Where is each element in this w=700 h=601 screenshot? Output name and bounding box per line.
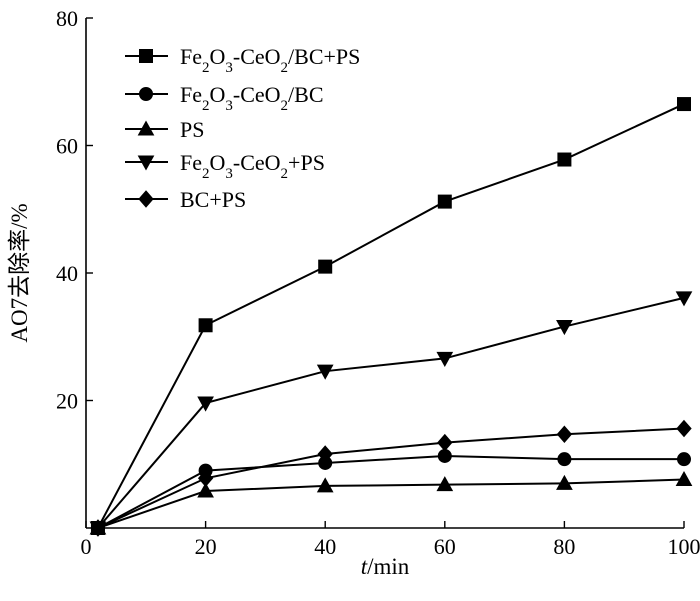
data-point [316, 364, 334, 380]
series-line [97, 103, 685, 529]
data-point [198, 318, 213, 333]
legend-label: Fe2O3-CeO2+PS [180, 150, 325, 182]
data-point [318, 259, 333, 274]
legend-item: Fe2O3-CeO2/BC+PS [125, 44, 360, 76]
data-point [675, 471, 693, 487]
series-3 [89, 471, 693, 535]
series-line [97, 427, 685, 529]
x-tick-label: 80 [553, 534, 575, 559]
data-point [90, 519, 106, 537]
data-point [316, 477, 334, 493]
y-axis-title: AO7去除率/% [7, 203, 32, 342]
x-tick-label: 60 [434, 534, 456, 559]
series-layer [89, 97, 693, 537]
x-tick-label: 20 [195, 534, 217, 559]
data-point [437, 194, 452, 209]
data-point [436, 476, 454, 492]
legend-item: PS [125, 117, 204, 142]
series-2 [90, 448, 691, 535]
y-tick-label: 60 [56, 134, 78, 159]
y-tick-label: 80 [56, 6, 78, 31]
legend-item: BC+PS [125, 187, 246, 212]
x-tick-label: 0 [81, 534, 92, 559]
legend-marker [138, 190, 154, 208]
legend: Fe2O3-CeO2/BC+PS Fe2O3-CeO2/BC PS Fe2O3-CeO… [125, 44, 360, 212]
legend-marker [139, 49, 153, 63]
data-point [197, 482, 214, 498]
data-point [556, 474, 573, 490]
data-point [437, 433, 453, 452]
data-point [675, 291, 693, 307]
legend-label: Fe2O3-CeO2/BC+PS [180, 44, 360, 76]
data-point [437, 448, 452, 463]
data-point [197, 469, 214, 488]
series-line [97, 478, 685, 529]
axes [85, 18, 684, 529]
legend-item: Fe2O3-CeO2/BC [125, 82, 324, 114]
data-point [197, 396, 214, 412]
data-point [317, 445, 333, 463]
y-tick-label: 20 [56, 389, 78, 414]
x-tick-label: 100 [668, 534, 700, 559]
x-axis-title: t/min [361, 554, 410, 579]
data-point [436, 351, 454, 367]
series-line [97, 296, 685, 529]
legend-label: Fe2O3-CeO2/BC [180, 82, 324, 114]
data-point [556, 425, 573, 444]
data-point [557, 452, 572, 467]
x-axis-title-italic: t [361, 554, 368, 579]
legend-label: PS [180, 117, 204, 142]
data-point [677, 97, 691, 112]
data-point [677, 452, 691, 467]
data-point [556, 320, 573, 336]
data-point [676, 419, 692, 438]
legend-marker [137, 120, 155, 136]
legend-marker [139, 87, 153, 101]
legend-marker [137, 155, 155, 171]
ticks: 0 20 40 60 80 100 20 40 60 80 [56, 6, 700, 559]
series-line [97, 454, 684, 529]
data-point [557, 152, 572, 167]
x-axis-title-unit: /min [367, 554, 410, 579]
series-5 [90, 419, 692, 537]
x-tick-label: 40 [314, 534, 336, 559]
legend-item: Fe2O3-CeO2+PS [125, 150, 325, 182]
y-tick-label: 40 [56, 261, 78, 286]
legend-label: BC+PS [180, 187, 246, 212]
